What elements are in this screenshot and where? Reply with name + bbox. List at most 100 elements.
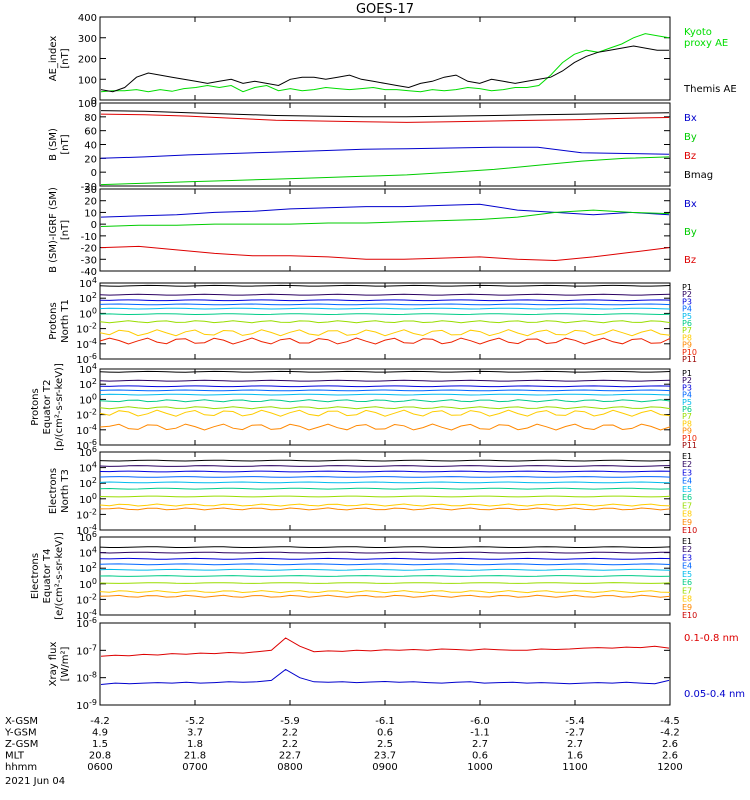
orbit-value: 0.6 <box>472 751 488 762</box>
orbit-row-label: MLT <box>5 751 25 762</box>
channel-line-e1 <box>99 546 671 548</box>
channel-label: P3 <box>682 383 692 392</box>
y-axis-label: [nT] <box>60 48 71 68</box>
channel-line-e5 <box>99 568 671 571</box>
y-tick-label: 0 <box>91 96 97 107</box>
y-tick-label: 10-2 <box>76 507 97 521</box>
legend-entry: 0.1-0.8 nm <box>684 633 739 644</box>
y-tick-label: -40 <box>81 267 97 278</box>
channel-label: E5 <box>682 485 692 494</box>
channel-line-p10 <box>99 337 671 345</box>
panel-frame <box>99 451 671 531</box>
channel-line-e6 <box>99 487 671 490</box>
orbit-value: 4.9 <box>92 728 108 739</box>
y-tick-label: 106 <box>79 530 97 544</box>
y-axis-label: [e/(cm²-s-sr-keV)] <box>54 532 65 620</box>
channel-line-p3 <box>99 385 671 388</box>
panel-frame <box>99 102 671 187</box>
channel-line-p6 <box>99 313 671 316</box>
channel-line-e8 <box>99 590 671 594</box>
channel-line-e2 <box>99 551 671 554</box>
channel-line-p6 <box>99 399 671 403</box>
y-tick-label: 0 <box>91 220 97 231</box>
orbit-value: -6.1 <box>375 716 395 727</box>
channel-label: P7 <box>682 412 692 421</box>
y-tick-label: 300 <box>78 34 97 45</box>
y-tick-label: 100 <box>79 492 97 506</box>
channel-label: E6 <box>682 493 692 502</box>
y-axis-label: Electrons <box>30 553 41 599</box>
y-tick-label: 10-8 <box>76 671 97 685</box>
channel-line-e4 <box>99 563 671 566</box>
y-axis-label: B (SM)-IGRF (SM) <box>48 187 59 273</box>
channel-line-p8 <box>99 329 671 337</box>
y-axis-label: AE_index <box>48 36 59 82</box>
series-line-bz <box>100 113 670 123</box>
y-tick-label: 10-2 <box>76 408 97 422</box>
y-tick-label: 102 <box>79 561 97 575</box>
orbit-row-label: X-GSM <box>5 716 38 727</box>
channel-label: E5 <box>682 570 692 579</box>
channel-label: P9 <box>682 341 692 350</box>
channel-label: E3 <box>682 553 692 562</box>
orbit-value: 20.8 <box>89 751 111 762</box>
channel-label: E9 <box>682 518 692 527</box>
y-tick-label: 104 <box>79 546 97 560</box>
legend-entry: Bmag <box>684 170 713 181</box>
channel-label: E4 <box>682 477 692 486</box>
series-line-by <box>100 209 670 227</box>
channel-label: P1 <box>682 283 692 292</box>
y-tick-label: 10-9 <box>76 698 97 712</box>
channel-label: P7 <box>682 326 692 335</box>
orbit-row-label: Y-GSM <box>4 728 37 739</box>
y-axis-label: Equator T4 <box>42 549 53 604</box>
orbit-value: 1.6 <box>567 751 583 762</box>
orbit-value: 1.8 <box>187 739 203 750</box>
y-tick-label: -30 <box>81 255 97 266</box>
channel-line-p1 <box>99 370 671 373</box>
orbit-value: 2.2 <box>282 728 298 739</box>
series-line-bx <box>100 203 670 218</box>
channel-line-e7 <box>99 582 671 584</box>
channel-line-e9 <box>99 594 671 598</box>
channel-label: P5 <box>682 398 692 407</box>
channel-line-p2 <box>99 379 671 382</box>
orbit-row-label: hhmm <box>5 762 37 773</box>
channel-label: E9 <box>682 603 692 612</box>
y-tick-label: 0 <box>91 168 97 179</box>
channel-line-e1 <box>99 459 671 462</box>
channel-line-p8 <box>99 409 671 417</box>
y-tick-label: 60 <box>84 127 97 138</box>
panel-8: 10-9 10-8 10-7 10-6 Xray flux [W/m²] 0.1-0.8 n… <box>48 616 745 712</box>
channel-label: P11 <box>682 355 697 364</box>
series-line-0.1-0.8-nm <box>100 637 670 657</box>
channel-label: P8 <box>682 419 692 428</box>
y-tick-label: 106 <box>79 445 97 459</box>
y-axis-label: Protons <box>48 302 59 339</box>
y-axis-label: Xray flux <box>48 642 59 687</box>
y-axis-label: B (SM) <box>48 128 59 161</box>
legend-entry: Bx <box>684 199 697 210</box>
y-tick-label: 100 <box>78 75 97 86</box>
series-line-bmag <box>100 110 670 118</box>
y-tick-label: 102 <box>79 377 97 391</box>
orbit-value: -5.2 <box>185 716 205 727</box>
series-line-bx <box>100 146 670 159</box>
y-tick-label: 104 <box>79 461 97 475</box>
orbit-value: -1.1 <box>470 728 490 739</box>
y-axis-label: [p/(cm²-s-sr-keV)] <box>54 363 65 451</box>
orbit-value: 1100 <box>562 762 587 773</box>
channel-line-e2 <box>99 465 671 467</box>
channel-line-e9 <box>99 507 671 511</box>
y-tick-label: 102 <box>79 291 97 305</box>
orbit-table: X-GSMY-GSMZ-GSMMLThhmm-4.24.91.520.80600… <box>4 716 683 787</box>
channel-label: P6 <box>682 319 692 328</box>
y-tick-label: 80 <box>84 113 97 124</box>
orbit-value: 2.2 <box>282 739 298 750</box>
y-axis-label: [nT] <box>60 220 71 240</box>
y-tick-label: -20 <box>81 244 97 255</box>
